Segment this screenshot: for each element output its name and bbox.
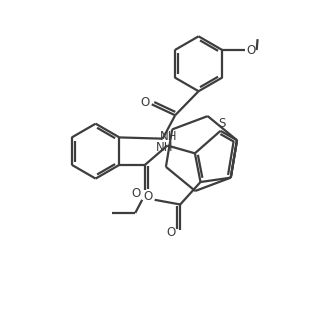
Text: NH: NH xyxy=(155,141,173,153)
Text: O: O xyxy=(140,96,149,109)
Text: O: O xyxy=(246,44,256,56)
Text: O: O xyxy=(131,187,141,200)
Text: O: O xyxy=(167,226,176,239)
Text: O: O xyxy=(143,190,152,203)
Text: NH: NH xyxy=(160,130,178,143)
Text: S: S xyxy=(218,117,225,131)
